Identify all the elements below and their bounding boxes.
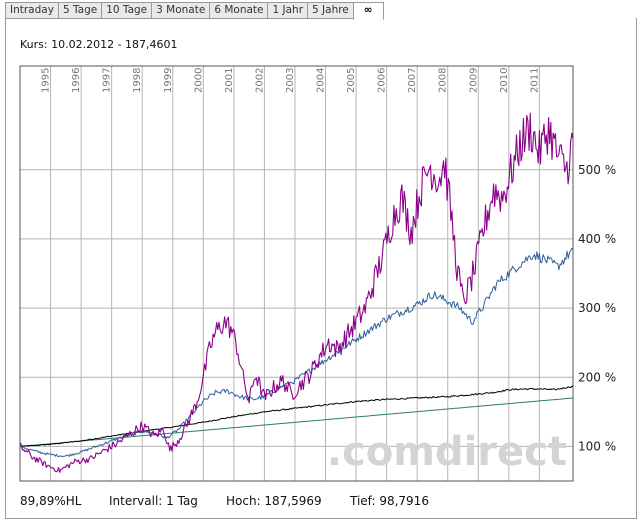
x-tick-label: 2008 [438,68,449,93]
plot-frame [19,65,574,482]
footer-hoch: Hoch: 187,5969 [226,494,322,508]
x-tick-label: 2003 [285,68,296,93]
x-tick-label: 2011 [529,68,540,93]
x-tick-label: 2009 [468,68,479,93]
y-tick-label: 500 % [578,163,616,177]
tab-6[interactable]: 5 Jahre [307,2,353,19]
tab-2[interactable]: 10 Tage [101,2,152,19]
series-line-blue [19,247,574,458]
x-tick-label: 1999 [163,68,174,93]
tab-0[interactable]: Intraday [5,2,58,19]
footer-tief: Tief: 98,7916 [350,494,429,508]
series-line-black [19,385,574,447]
tab-4[interactable]: 6 Monate [209,2,268,19]
y-tick-label: 100 % [578,439,616,453]
y-tick-label: 300 % [578,301,616,315]
tab-3[interactable]: 3 Monate [151,2,210,19]
x-tick-label: 2007 [407,68,418,93]
x-tick-label: 2010 [499,68,510,93]
tab-7[interactable]: ∞ [352,2,384,20]
footer-intervall: Intervall: 1 Tag [109,494,198,508]
y-tick-label: 200 % [578,370,616,384]
y-tick-label: 400 % [578,232,616,246]
footer-hl: 89,89%HL [20,494,82,508]
x-tick-label: 2006 [377,68,388,93]
x-tick-label: 2002 [254,68,265,93]
x-tick-label: 2005 [346,68,357,93]
x-tick-label: 1998 [132,68,143,93]
series-line-green [19,397,574,447]
x-tick-label: 1995 [41,68,52,93]
range-tabs: Intraday 5 Tage 10 Tage 3 Monate 6 Monate 1 J… [5,2,384,20]
tab-5[interactable]: 1 Jahr [267,2,308,19]
price-header: Kurs: 10.02.2012 - 187,4601 [20,38,178,51]
x-tick-label: 1997 [102,68,113,93]
tab-1[interactable]: 5 Tage [57,2,102,19]
x-tick-label: 2004 [316,68,327,93]
x-tick-label: 2000 [193,68,204,93]
chart-panel [5,18,637,519]
x-tick-label: 2001 [224,68,235,93]
series-line-purple [19,112,574,473]
x-tick-label: 1996 [71,68,82,93]
watermark-logo: .comdirect [327,429,567,475]
